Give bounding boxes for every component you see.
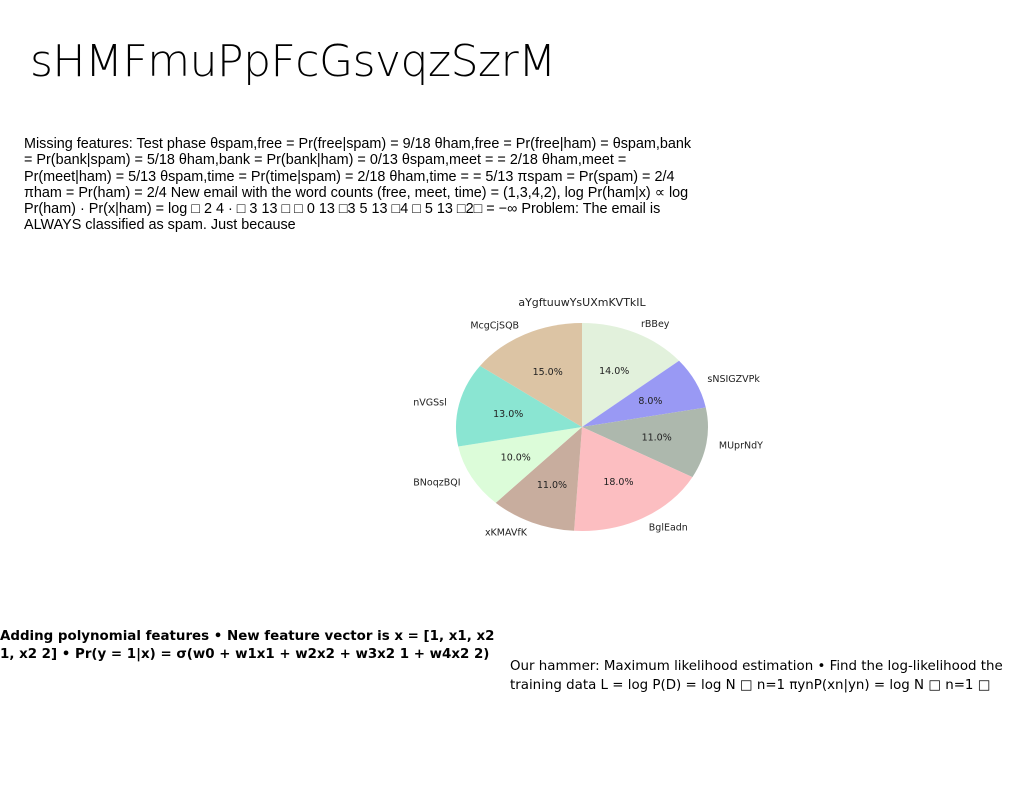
pie-slice [495,427,582,531]
pie-category-label: BglEadn [649,523,688,534]
pie-category-labels: rBBey sNSIGZVPk MUprNdY BglEadn xKMAVfK BNoqz… [413,319,763,539]
pie-slice [458,427,582,503]
pie-percent-label: 11.0% [642,432,672,443]
pie-category-label: xKMAVfK [485,527,528,538]
pie-percent-label: 8.0% [638,396,662,407]
pie-percent-label: 13.0% [493,409,523,420]
polynomial-features-text: Adding polynomial features • New feature… [0,629,495,662]
pie-percent-labels: 14.0% 8.0% 11.0% 18.0% 11.0% 10.0% 13.0% 15.0% [493,366,672,491]
missing-features-paragraph: Missing features: Test phase θspam,free … [24,136,692,234]
pie-percent-label: 15.0% [533,367,563,378]
pie-slices [456,323,708,531]
pie-percent-label: 14.0% [599,366,629,377]
pie-percent-label: 11.0% [537,480,567,491]
pie-slice [574,427,693,531]
pie-category-label: McgCjSQB [470,321,519,332]
pie-category-label: BNoqzBQI [413,478,460,489]
pie-chart: aYgftuuwYsUXmKVTkIL 14.0%8.0%11.0%18.0%1… [413,296,763,539]
pie-slice [582,360,706,427]
pie-slice [456,365,582,447]
chart-title: aYgftuuwYsUXmKVTkIL [518,296,646,309]
pie-percent-label: 18.0% [603,477,633,488]
pie-slice [582,407,708,478]
pie-slice [582,323,680,427]
mle-hammer-text: Our hammer: Maximum likelihood estimatio… [510,659,1003,693]
pie-category-label: MUprNdY [719,440,763,451]
pie-percent-label: 10.0% [501,453,531,464]
pie-category-label: rBBey [641,319,670,330]
pie-category-label: sNSIGZVPk [707,374,760,385]
pie-slice [480,323,582,427]
page-title: sHMFmuPpFcGsvqzSzrM [30,36,556,87]
pie-category-label: nVGSsl [413,398,447,409]
